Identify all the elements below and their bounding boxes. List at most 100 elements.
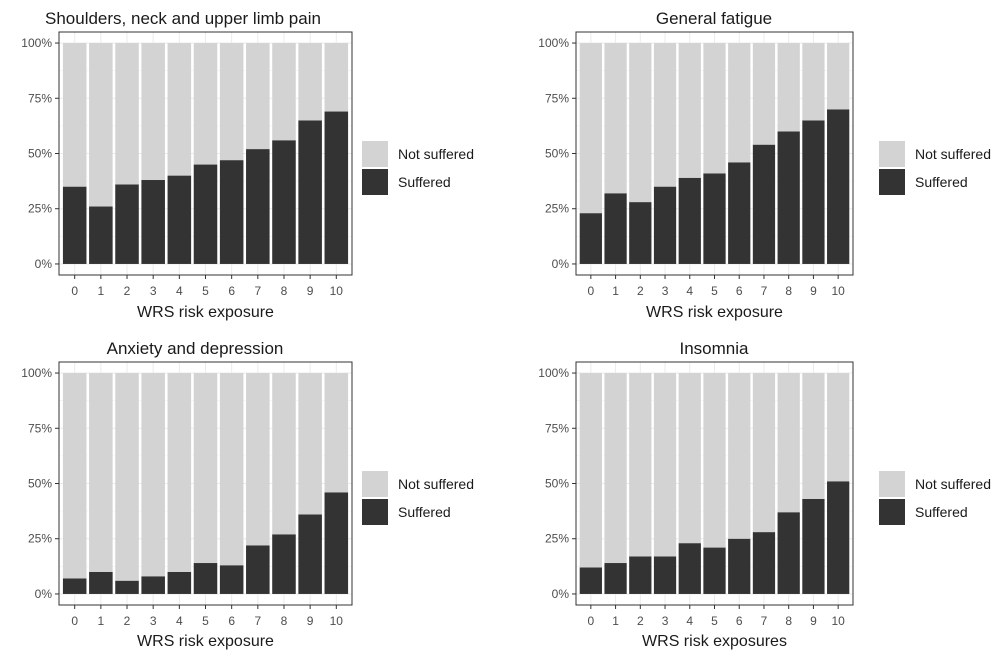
x-tick-label: 3 [662,284,669,298]
y-tick-label: 75% [545,91,569,105]
bar-suffered [653,556,677,594]
legend-label: Not suffered [915,476,991,492]
x-tick-label: 3 [662,614,669,628]
x-tick-label: 6 [228,284,235,298]
x-tick-label: 9 [307,284,314,298]
bar-not-suffered [219,373,244,566]
bar-not-suffered [653,373,677,557]
y-tick-label: 0% [35,257,53,271]
x-tick-label: 1 [98,284,105,298]
bar-suffered [802,120,825,264]
legend: Not suffered Suffered [362,141,474,195]
y-tick-label: 100% [538,366,569,380]
x-tick-label: 2 [637,284,644,298]
bar-suffered [629,556,652,594]
y-tick-label: 25% [28,202,52,216]
bar-suffered [115,580,139,594]
bar-suffered [193,164,218,264]
bar-not-suffered [115,43,139,185]
bar-not-suffered [89,43,113,207]
bar-suffered [604,193,627,264]
legend-key-not-suffered [362,471,388,497]
x-tick-label: 8 [785,614,792,628]
bar-suffered [141,576,165,594]
bar-not-suffered [89,373,113,572]
bar-suffered [115,184,139,264]
legend-label: Suffered [915,174,968,190]
bar-suffered [728,538,751,594]
chart-title: Insomnia [680,339,750,358]
bar-suffered [272,534,296,594]
x-tick-label: 0 [587,284,594,298]
bar-not-suffered [167,43,192,176]
chart-title: Anxiety and depression [107,339,284,358]
legend: Not suffered Suffered [879,141,991,195]
legend-label: Not suffered [398,476,474,492]
x-tick-label: 2 [637,614,644,628]
bar-not-suffered [193,43,218,165]
bar-not-suffered [604,373,627,564]
bar-not-suffered [62,373,87,579]
y-tick-label: 50% [28,477,52,491]
bar-suffered [802,498,825,594]
bar-not-suffered [141,373,165,577]
bar-suffered [298,120,322,264]
legend-key-suffered [879,499,905,525]
bar-not-suffered [272,373,296,535]
bar-suffered [89,571,113,594]
x-tick-label: 10 [831,614,845,628]
bar-not-suffered [752,43,776,145]
bar-suffered [167,571,192,594]
x-tick-label: 4 [686,614,693,628]
x-axis-title: WRS risk exposure [137,633,274,650]
bar-not-suffered [752,373,776,533]
legend-key-not-suffered [362,141,388,167]
chart-panel-3: 0% 25% 50% 75% 100% 0 1 2 3 4 5 6 7 8 9 10 Anxiety and d… [21,339,474,650]
bar-suffered [298,514,322,594]
bar-not-suffered [298,373,322,515]
y-tick-label: 0% [35,587,53,601]
legend: Not suffered Suffered [879,471,991,525]
legend-key-suffered [362,499,388,525]
bar-not-suffered [115,373,139,581]
chart-panel-1: 0% 25% 50% 75% 100% 0 1 2 3 4 5 6 7 8 9 10 Shoulders, ne… [21,9,474,321]
x-tick-label: 1 [612,614,619,628]
y-tick-label: 50% [545,147,569,161]
x-tick-label: 8 [281,284,288,298]
y-tick-label: 25% [545,532,569,546]
bar-not-suffered [827,43,850,110]
x-tick-label: 4 [176,284,183,298]
y-tick-label: 75% [545,421,569,435]
bar-suffered [89,206,113,264]
bar-not-suffered [629,43,652,203]
y-tick-label: 25% [28,532,52,546]
bar-not-suffered [141,43,165,181]
y-tick-label: 50% [28,147,52,161]
bar-suffered [246,149,270,264]
bar-suffered [827,109,850,264]
legend-key-suffered [879,169,905,195]
bar-suffered [272,140,296,264]
bar-not-suffered [579,373,602,568]
x-tick-label: 10 [330,614,344,628]
x-tick-label: 0 [587,614,594,628]
bar-suffered [141,180,165,264]
bar-suffered [777,131,800,264]
y-tick-label: 100% [538,36,569,50]
bar-suffered [703,547,726,594]
y-tick-label: 0% [552,587,570,601]
y-tick-label: 100% [21,36,52,50]
bar-not-suffered [579,43,602,214]
bar-suffered [193,563,218,594]
x-tick-label: 1 [612,284,619,298]
bar-not-suffered [246,43,270,150]
bar-not-suffered [777,373,800,513]
chart-panel-2: 0% 25% 50% 75% 100% 0 1 2 3 4 5 6 7 8 9 10 General fatig… [538,9,991,321]
x-tick-label: 6 [736,614,743,628]
bar-suffered [167,175,192,264]
bar-suffered [219,565,244,594]
legend-label: Suffered [398,504,451,520]
bar-not-suffered [802,373,825,499]
bar-not-suffered [728,43,751,163]
